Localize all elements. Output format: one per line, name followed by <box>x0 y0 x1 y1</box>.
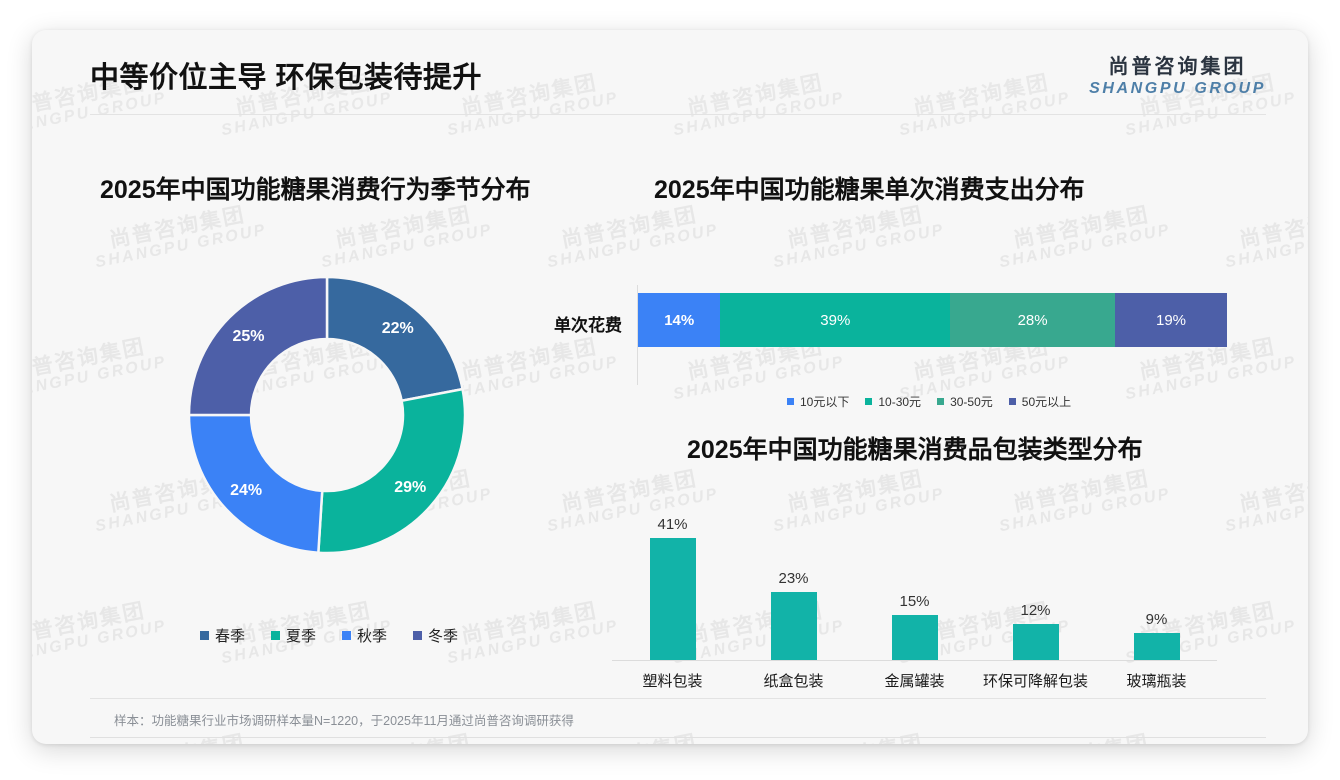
column-chart-plot: 41% 23% 15% 12% 9% <box>612 500 1217 660</box>
stacked-bar-chart-spending: 单次花费 14% 39% 28% 19% <box>532 285 1232 385</box>
chart-title-seasonal: 2025年中国功能糖果消费行为季节分布 <box>100 176 531 204</box>
legend-label: 春季 <box>215 628 246 645</box>
column-bar-value-label: 41% <box>657 516 688 533</box>
legend-seasonal: 春季 夏季 秋季 冬季 <box>200 625 458 646</box>
legend-swatch-icon <box>271 631 281 640</box>
donut-slice[interactable] <box>317 387 467 555</box>
footer-divider <box>90 737 1266 738</box>
slide-card: 尚普咨询集团 SHANGPU GROUP 尚普咨询集团 SHANGPU GROUP 尚普… <box>32 30 1308 744</box>
legend-spending: 10元以下 10-30元 30-50元 50元以上 <box>787 393 1071 410</box>
donut-svg <box>187 275 467 555</box>
stacked-bar-category-label: 单次花费 <box>554 316 622 335</box>
legend-item[interactable]: 夏季 <box>271 625 316 646</box>
column-chart-axis-line <box>612 660 1217 661</box>
legend-swatch-icon <box>787 398 794 405</box>
legend-swatch-icon <box>865 398 873 405</box>
column-bar-rect[interactable] <box>770 592 817 660</box>
column-bar-rect[interactable] <box>891 615 938 660</box>
legend-swatch-icon <box>413 631 423 640</box>
stacked-bar-axis-line <box>637 285 638 385</box>
column-bar-category-label: 纸盒包装 <box>763 673 824 690</box>
donut-slice-label: 25% <box>232 327 265 345</box>
legend-label: 10-30元 <box>878 395 922 409</box>
donut-chart-seasonal: 22% 29% 24% 25% <box>92 275 562 665</box>
brand-name-cn: 尚普咨询集团 <box>1108 56 1247 78</box>
column-bar-category-label: 玻璃瓶装 <box>1126 673 1187 690</box>
legend-item[interactable]: 冬季 <box>413 625 458 646</box>
legend-swatch-icon <box>937 398 945 405</box>
column-bar-group[interactable]: 41% <box>612 500 733 660</box>
column-bar-rect[interactable] <box>649 538 696 660</box>
legend-swatch-icon <box>342 631 352 640</box>
column-bar-rect[interactable] <box>1012 624 1059 660</box>
legend-swatch-icon <box>200 631 209 640</box>
brand-logo: 尚普咨询集团 SHANGPU GROUP <box>1089 56 1266 98</box>
footnote-text: 样本：功能糖果行业市场调研样本量N=1220，于2025年11月通过尚普咨询调研… <box>114 714 574 728</box>
stacked-bar-segment[interactable]: 28% <box>950 293 1116 347</box>
donut-slice-label: 24% <box>230 481 263 499</box>
legend-label: 夏季 <box>286 628 317 645</box>
column-bar-value-label: 9% <box>1145 611 1168 628</box>
column-bar-group[interactable]: 23% <box>733 500 854 660</box>
column-bar-group[interactable]: 12% <box>975 500 1096 660</box>
donut-slice-label: 22% <box>381 320 414 338</box>
column-bar-group[interactable]: 15% <box>854 500 975 660</box>
legend-label: 50元以上 <box>1021 395 1072 409</box>
stacked-bar-segment[interactable]: 14% <box>638 293 721 347</box>
column-chart-category-labels: 塑料包装 纸盒包装 金属罐装 环保可降解包装 玻璃瓶装 <box>612 670 1217 691</box>
column-bar-value-label: 23% <box>778 570 809 587</box>
legend-swatch-icon <box>1008 398 1016 405</box>
donut-slice[interactable] <box>325 275 465 403</box>
legend-item[interactable]: 10-30元 <box>865 393 921 410</box>
legend-item[interactable]: 春季 <box>200 625 245 646</box>
donut-slice-label: 29% <box>394 479 427 497</box>
donut-slice[interactable] <box>187 275 329 417</box>
slide-header: 中等价位主导 环保包装待提升 尚普咨询集团 SHANGPU GROUP <box>32 30 1308 114</box>
column-bar-category-label: 金属罐装 <box>884 673 945 690</box>
legend-label: 冬季 <box>428 628 459 645</box>
column-bar-value-label: 12% <box>1020 602 1051 619</box>
chart-title-spending: 2025年中国功能糖果单次消费支出分布 <box>654 176 1085 204</box>
column-bar-category-label: 环保可降解包装 <box>982 673 1088 690</box>
legend-item[interactable]: 秋季 <box>342 625 387 646</box>
column-bar-rect[interactable] <box>1133 633 1180 660</box>
column-bar-group[interactable]: 9% <box>1096 500 1217 660</box>
stacked-bar-track: 14% 39% 28% 19% <box>638 293 1227 347</box>
chart-title-packaging: 2025年中国功能糖果消费品包装类型分布 <box>687 436 1143 464</box>
column-bar-category-label: 塑料包装 <box>642 673 703 690</box>
brand-name-en: SHANGPU GROUP <box>1089 80 1266 97</box>
page-title: 中等价位主导 环保包装待提升 <box>90 62 483 94</box>
header-divider <box>90 114 1266 115</box>
column-bar-value-label: 15% <box>899 593 930 610</box>
stacked-bar-segment[interactable]: 19% <box>1115 293 1227 347</box>
legend-label: 秋季 <box>357 628 388 645</box>
footnote-divider <box>90 698 1266 699</box>
legend-label: 30-50元 <box>950 395 993 409</box>
stacked-bar-segment[interactable]: 39% <box>720 293 951 347</box>
donut-slice[interactable] <box>187 413 324 555</box>
legend-item[interactable]: 10元以下 <box>787 393 849 410</box>
legend-label: 10元以下 <box>800 395 850 409</box>
legend-item[interactable]: 50元以上 <box>1008 393 1072 410</box>
column-chart-packaging: 41% 23% 15% 12% 9% 塑料包装 纸盒包装 金属罐装 环保可降解包装 玻璃瓶装 <box>572 500 1232 700</box>
legend-item[interactable]: 30-50元 <box>937 393 993 410</box>
